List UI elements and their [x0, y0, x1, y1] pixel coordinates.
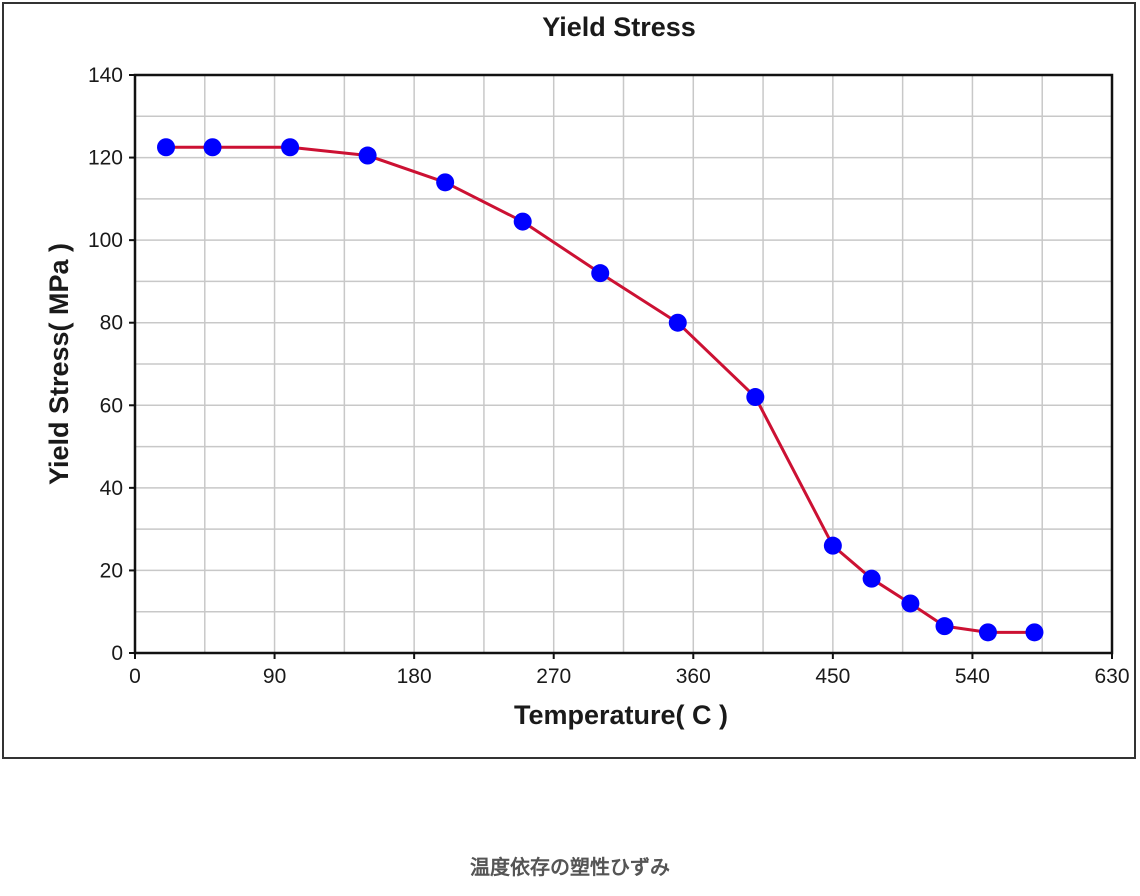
grid-layer [135, 75, 1112, 653]
x-tick-label: 180 [397, 665, 432, 688]
y-tick-label: 60 [100, 394, 123, 417]
data-point [901, 594, 920, 613]
data-point [978, 623, 997, 642]
data-point [823, 536, 842, 555]
x-tick-label: 630 [1094, 665, 1129, 688]
x-tick-label: 0 [129, 665, 141, 688]
x-axis-label: Temperature( C ) [514, 700, 728, 730]
y-tick-label: 100 [88, 229, 123, 252]
data-point [203, 138, 222, 157]
data-point [281, 138, 300, 157]
data-point [591, 264, 610, 283]
y-tick-label: 20 [100, 559, 123, 582]
x-tick-label: 360 [676, 665, 711, 688]
data-point [935, 617, 954, 636]
x-tick-label: 450 [815, 665, 850, 688]
x-tick-label: 90 [263, 665, 286, 688]
data-point [862, 569, 881, 588]
data-point [436, 173, 455, 192]
plot-border [133, 73, 1114, 655]
series-line [166, 145, 1035, 634]
y-tick-label: 0 [111, 642, 123, 665]
chart-frame: 0 90 180 270 360 450 540 630 0 20 40 60 80 100 120 140 … [2, 2, 1136, 759]
x-tick-label: 270 [536, 665, 571, 688]
data-point [1025, 623, 1044, 642]
y-axis-label: Yield Stress( MPa ) [44, 243, 74, 485]
series-layer [157, 138, 1044, 642]
data-point [746, 388, 765, 407]
x-tick-label: 540 [955, 665, 990, 688]
y-tick-label: 140 [88, 64, 123, 87]
ticks-layer: 0 90 180 270 360 450 540 630 0 20 40 60 80 100 120 140 [88, 64, 1130, 688]
y-tick-label: 120 [88, 147, 123, 170]
y-tick-label: 80 [100, 312, 123, 335]
data-point [358, 146, 377, 165]
data-point [157, 138, 176, 157]
data-point [668, 313, 687, 332]
figure-caption: 温度依存の塑性ひずみ [470, 855, 670, 879]
yield-stress-chart: 0 90 180 270 360 450 540 630020406080100120140 … [44, 12, 1130, 730]
data-point [513, 212, 532, 231]
y-tick-label: 40 [100, 477, 123, 500]
chart-title: Yield Stress [542, 12, 696, 42]
